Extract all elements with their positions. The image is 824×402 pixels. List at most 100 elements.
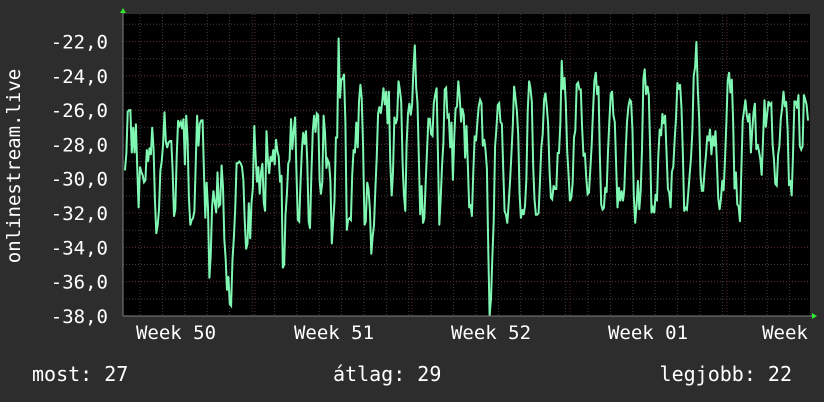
data-point <box>723 190 725 192</box>
data-point <box>753 111 755 113</box>
data-point <box>384 104 386 106</box>
data-point <box>761 174 763 176</box>
data-point <box>531 100 533 103</box>
data-point <box>483 138 485 140</box>
data-point <box>136 166 138 168</box>
y-tick-label: -38,0 <box>51 306 108 328</box>
data-point <box>380 112 382 115</box>
data-point <box>476 121 478 123</box>
data-point <box>725 121 728 123</box>
data-point <box>691 130 694 132</box>
data-point <box>543 99 545 101</box>
data-point <box>177 119 179 121</box>
data-point <box>304 143 306 145</box>
data-point <box>506 222 508 224</box>
data-point <box>478 106 480 108</box>
data-point <box>709 128 711 130</box>
data-point <box>784 106 786 108</box>
data-point <box>328 162 330 164</box>
data-point <box>510 154 512 156</box>
data-point <box>361 97 363 99</box>
data-point <box>321 181 323 183</box>
data-point <box>324 131 326 133</box>
y-axis-ticks: -22,0 -24,0 -26,0 -28,0 -30,0 -32,0 -34,0 -36,0… <box>51 31 108 328</box>
data-point <box>414 44 416 46</box>
data-point <box>129 109 131 111</box>
data-point <box>487 250 489 252</box>
data-point <box>365 221 367 223</box>
data-point <box>505 214 507 216</box>
data-point <box>528 80 530 82</box>
data-point <box>260 171 262 173</box>
data-point <box>132 126 134 128</box>
data-point <box>207 207 209 209</box>
data-point <box>533 198 536 200</box>
data-point <box>802 145 804 147</box>
data-point <box>299 183 302 185</box>
data-point <box>317 114 319 116</box>
data-point <box>701 190 703 192</box>
data-point <box>387 123 389 125</box>
data-point <box>376 157 378 159</box>
data-point <box>231 258 234 260</box>
data-point <box>539 179 541 181</box>
data-point <box>631 130 634 132</box>
data-point <box>440 200 442 202</box>
data-point <box>799 145 801 147</box>
data-point <box>434 94 436 96</box>
data-point <box>172 169 174 171</box>
data-point <box>291 149 293 151</box>
data-point <box>616 207 619 209</box>
data-point <box>738 205 740 207</box>
data-point <box>558 152 560 154</box>
data-point <box>135 123 137 125</box>
data-point <box>757 143 759 145</box>
data-point <box>490 298 492 300</box>
data-point <box>778 145 781 147</box>
data-point <box>125 152 127 154</box>
data-point <box>524 205 526 207</box>
data-point <box>227 275 229 278</box>
data-point <box>626 121 628 123</box>
data-point <box>751 130 753 132</box>
data-point <box>782 90 785 92</box>
data-point <box>173 215 175 218</box>
data-point <box>759 159 762 161</box>
data-point <box>615 166 617 168</box>
data-point <box>336 136 338 139</box>
data-point <box>170 140 172 142</box>
chart: -22,0 -24,0 -26,0 -28,0 -30,0 -32,0 -34,0 -36,0… <box>3 8 817 344</box>
data-point <box>233 238 235 240</box>
data-point <box>236 162 238 164</box>
data-point <box>704 169 706 171</box>
data-point <box>479 99 481 101</box>
data-point <box>271 161 273 163</box>
data-point <box>736 203 738 206</box>
data-point <box>144 179 146 181</box>
data-point <box>459 95 461 97</box>
data-point <box>431 135 434 137</box>
data-point <box>796 107 798 109</box>
data-point <box>140 171 142 173</box>
data-point <box>774 183 776 185</box>
data-point <box>382 87 385 89</box>
data-point <box>529 87 532 89</box>
data-point <box>362 147 364 149</box>
data-point <box>606 191 608 194</box>
data-point <box>279 181 281 183</box>
data-point <box>716 159 718 161</box>
x-tick-label: Week 50 <box>136 322 216 344</box>
data-point <box>433 102 435 104</box>
data-point <box>327 159 329 161</box>
data-point <box>366 181 368 183</box>
data-point <box>772 143 774 145</box>
data-point <box>525 178 528 180</box>
data-point <box>660 135 662 137</box>
y-tick-label: -22,0 <box>51 31 108 53</box>
data-point <box>493 221 495 223</box>
data-point <box>331 243 333 245</box>
data-point <box>350 219 352 221</box>
data-point <box>263 202 265 204</box>
data-point <box>727 80 729 82</box>
data-point <box>301 149 303 151</box>
